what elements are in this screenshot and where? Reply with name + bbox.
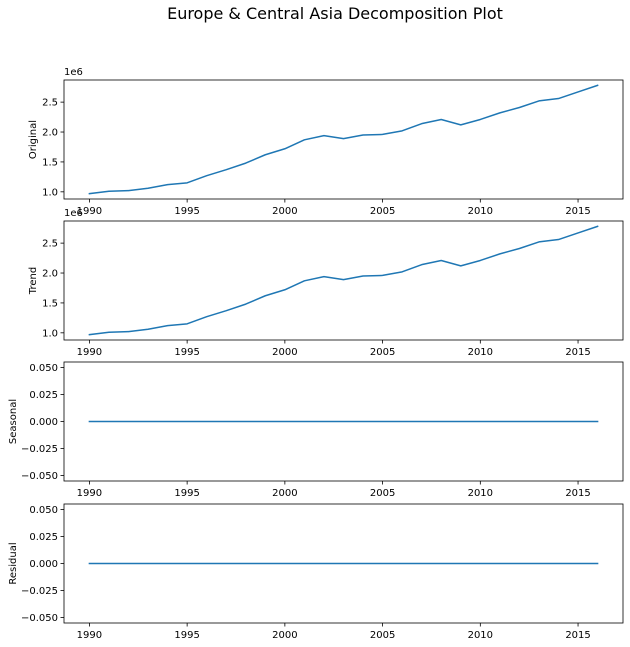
trend-y-axis-label: Trend [28, 267, 39, 295]
original-y-tick-label: 2.0 [42, 128, 58, 139]
residual-x-tick-label: 2005 [370, 630, 395, 641]
seasonal-x-tick-label: 1990 [77, 488, 102, 499]
residual-y-tick-label: 0.000 [29, 559, 58, 570]
original-x-tick-label: 2010 [468, 206, 493, 217]
original-y-tick-label: 1.5 [42, 157, 58, 168]
seasonal-y-tick-label: −0.050 [21, 471, 58, 482]
original-axes-frame [63, 79, 624, 200]
trend-y-tick-label: 2.0 [42, 269, 58, 280]
seasonal-x-tick-label: 2005 [370, 488, 395, 499]
seasonal-y-tick-label: −0.025 [21, 444, 58, 455]
residual-panel: 1990 1995 2000 2005 2010 2015 −0.050 −0.025 0.00… [8, 503, 624, 641]
residual-y-tick-label: −0.025 [21, 586, 58, 597]
figure-title: Europe & Central Asia Decomposition Plot [167, 4, 503, 23]
original-x-tick-label: 1990 [77, 206, 102, 217]
residual-x-tick-label: 2010 [468, 630, 493, 641]
trend-x-tick-label: 2015 [565, 347, 590, 358]
trend-series-line [88, 225, 599, 336]
original-x-tick-label: 1995 [174, 206, 199, 217]
original-x-tick-label: 2015 [565, 206, 590, 217]
original-y-tick-label: 1.0 [42, 187, 58, 198]
original-y-axis-label: Original [28, 120, 39, 159]
trend-y-tick-label: 1.5 [42, 298, 58, 309]
trend-axes-frame [63, 220, 624, 341]
seasonal-x-tick-label: 2015 [565, 488, 590, 499]
residual-x-tick-label: 2000 [272, 630, 297, 641]
residual-x-tick-label: 2015 [565, 630, 590, 641]
seasonal-x-tick-label: 1995 [174, 488, 199, 499]
seasonal-x-tick-label: 2000 [272, 488, 297, 499]
residual-y-tick-label: 0.025 [29, 532, 58, 543]
subplot-panels: 1990 1995 2000 2005 2010 20151.01.52.02.5Orig… [8, 67, 624, 641]
seasonal-y-tick-label: 0.050 [29, 363, 58, 374]
trend-x-tick-label: 2000 [272, 347, 297, 358]
original-panel: 1990 1995 2000 2005 2010 2015 1.0 1.5 2.0 2.5Orig… [28, 67, 624, 217]
trend-offset-text: 1e6 [64, 208, 83, 219]
trend-x-tick-label: 1995 [174, 347, 199, 358]
seasonal-x-tick-label: 2010 [468, 488, 493, 499]
trend-x-tick-label: 1990 [77, 347, 102, 358]
residual-x-tick-label: 1990 [77, 630, 102, 641]
original-offset-text: 1e6 [64, 67, 83, 78]
seasonal-y-axis-label: Seasonal [8, 399, 19, 444]
original-series-line [88, 84, 599, 195]
residual-x-tick-label: 1995 [174, 630, 199, 641]
original-y-tick-label: 2.5 [42, 98, 58, 109]
original-x-tick-label: 2000 [272, 206, 297, 217]
trend-panel: 1990 1995 2000 2005 2010 2015 1.0 1.5 2.0 2.5 Tren… [28, 208, 624, 358]
trend-y-tick-label: 1.0 [42, 328, 58, 339]
seasonal-panel: 1990 1995 2000 2005 2010 2015 −0.050 −0.025 0.00… [8, 361, 624, 499]
residual-y-tick-label: −0.050 [21, 613, 58, 624]
seasonal-y-tick-label: 0.000 [29, 417, 58, 428]
trend-y-tick-label: 2.5 [42, 239, 58, 250]
original-x-tick-label: 2005 [370, 206, 395, 217]
seasonal-y-tick-label: 0.025 [29, 390, 58, 401]
residual-y-tick-label: 0.050 [29, 505, 58, 516]
residual-y-axis-label: Residual [8, 542, 19, 584]
trend-x-tick-label: 2010 [468, 347, 493, 358]
trend-x-tick-label: 2005 [370, 347, 395, 358]
